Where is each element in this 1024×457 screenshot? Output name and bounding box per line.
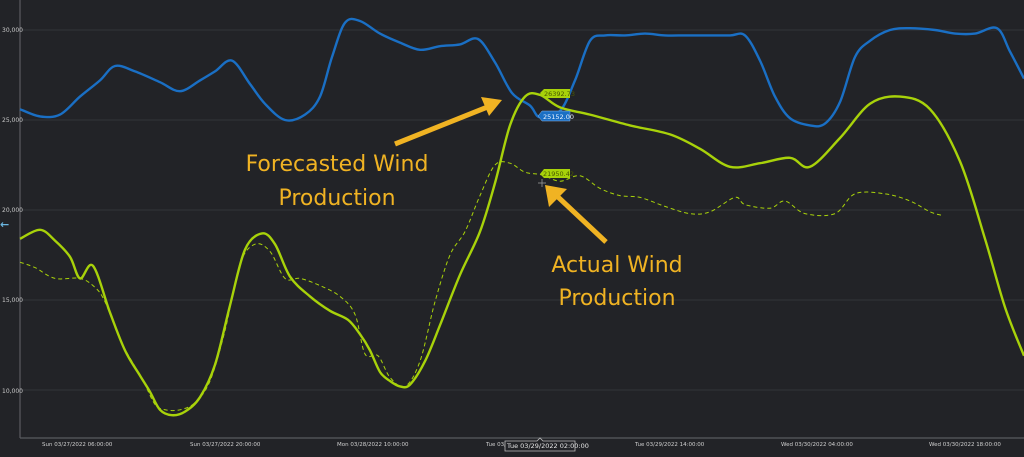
grid-lines <box>20 29 1024 391</box>
crosshair-time-tooltip: Tue 03/29/2022 02:00:00 <box>504 437 589 452</box>
x-tick-label-partial: Tue 03/ <box>485 442 506 448</box>
value-flag-blue: 25152.00 <box>537 110 574 122</box>
forecast-annotation-line2: Production <box>278 186 395 211</box>
forecasted-wind-line <box>19 91 1024 417</box>
value-flag-actual: 21950.42 <box>540 169 574 178</box>
x-tick-label: Sun 03/27/2022 06:00:00 <box>42 442 113 448</box>
actual-annotation-line1: Actual Wind <box>551 253 682 278</box>
x-tick-label: Sun 03/27/2022 20:00:00 <box>190 442 261 448</box>
actual-annotation-arrow-icon <box>545 185 608 244</box>
y-tick-20000: 20,000 <box>2 207 23 214</box>
x-tick-label: Wed 03/30/2022 04:00:00 <box>781 442 853 448</box>
back-arrow-icon[interactable]: ← <box>0 218 9 231</box>
actual-wind-line <box>19 161 943 412</box>
x-tick-label: Tue 03/29/2022 14:00:00 <box>634 442 705 448</box>
y-tick-10000: 10,000 <box>2 388 23 395</box>
x-tick-label: Wed 03/30/2022 18:00:00 <box>929 442 1001 448</box>
forecast-annotation-line1: Forecasted Wind <box>246 152 429 177</box>
y-tick-30000: 30,000 <box>2 27 23 34</box>
value-flag-forecast: 26392.73 <box>540 89 575 98</box>
value-flag-actual-text: 21950.42 <box>543 170 574 178</box>
y-tick-25000: 25,000 <box>2 117 23 124</box>
actual-annotation-line2: Production <box>558 286 675 311</box>
crosshair-time-text: Tue 03/29/2022 02:00:00 <box>506 442 589 450</box>
forecast-annotation-arrow-icon <box>394 97 502 147</box>
value-flag-forecast-text: 26392.73 <box>544 90 575 98</box>
blue-series-line <box>19 17 1024 128</box>
value-flag-blue-text: 25152.00 <box>543 113 574 121</box>
x-tick-label: Mon 03/28/2022 10:00:00 <box>337 442 409 448</box>
y-tick-15000: 15,000 <box>2 297 23 304</box>
